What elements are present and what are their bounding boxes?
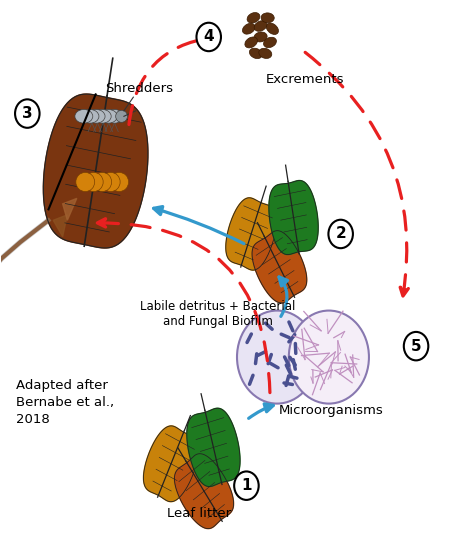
Text: Labile detritus + Bacterial
and Fungal Biofilm: Labile detritus + Bacterial and Fungal B… [140,300,296,328]
Ellipse shape [266,23,278,35]
Polygon shape [187,408,240,487]
Polygon shape [144,426,199,502]
Ellipse shape [93,172,112,191]
Polygon shape [53,215,67,236]
Ellipse shape [87,109,105,123]
Circle shape [15,100,39,128]
Ellipse shape [254,32,267,42]
FancyArrowPatch shape [154,207,244,244]
Ellipse shape [264,37,276,48]
Text: Shredders: Shredders [105,82,173,96]
Text: Microorganisms: Microorganisms [279,404,383,416]
Circle shape [234,471,259,500]
Text: Leaf litter: Leaf litter [167,507,231,520]
Ellipse shape [93,109,111,123]
Polygon shape [226,198,276,270]
Ellipse shape [84,172,103,191]
Text: Excrements: Excrements [265,73,344,86]
Ellipse shape [81,109,99,123]
Text: 1: 1 [241,478,252,493]
Ellipse shape [101,172,120,191]
Ellipse shape [110,172,128,191]
Polygon shape [63,199,77,221]
Polygon shape [43,94,148,248]
Ellipse shape [259,48,272,58]
FancyArrowPatch shape [249,404,273,419]
Circle shape [237,311,317,404]
Ellipse shape [106,109,123,123]
Ellipse shape [245,37,257,48]
Ellipse shape [254,21,267,31]
Text: Adapted after
Bernabe et al.,
2018: Adapted after Bernabe et al., 2018 [16,379,114,426]
FancyArrowPatch shape [97,219,270,393]
Circle shape [404,332,428,360]
Ellipse shape [247,13,260,23]
Ellipse shape [76,172,95,191]
Polygon shape [269,180,318,255]
Ellipse shape [243,23,255,34]
Text: 5: 5 [411,339,421,354]
Ellipse shape [249,48,262,58]
Polygon shape [252,230,307,303]
Ellipse shape [100,109,117,123]
Ellipse shape [261,13,274,23]
Text: 4: 4 [203,30,214,45]
Text: 2: 2 [335,227,346,241]
FancyArrowPatch shape [129,35,212,124]
Ellipse shape [116,111,128,122]
Circle shape [328,220,353,248]
Circle shape [289,311,369,404]
Text: 3: 3 [22,106,33,121]
FancyArrowPatch shape [279,277,288,316]
Polygon shape [174,454,234,529]
Circle shape [197,23,221,51]
Ellipse shape [75,109,93,123]
FancyArrowPatch shape [305,52,409,296]
